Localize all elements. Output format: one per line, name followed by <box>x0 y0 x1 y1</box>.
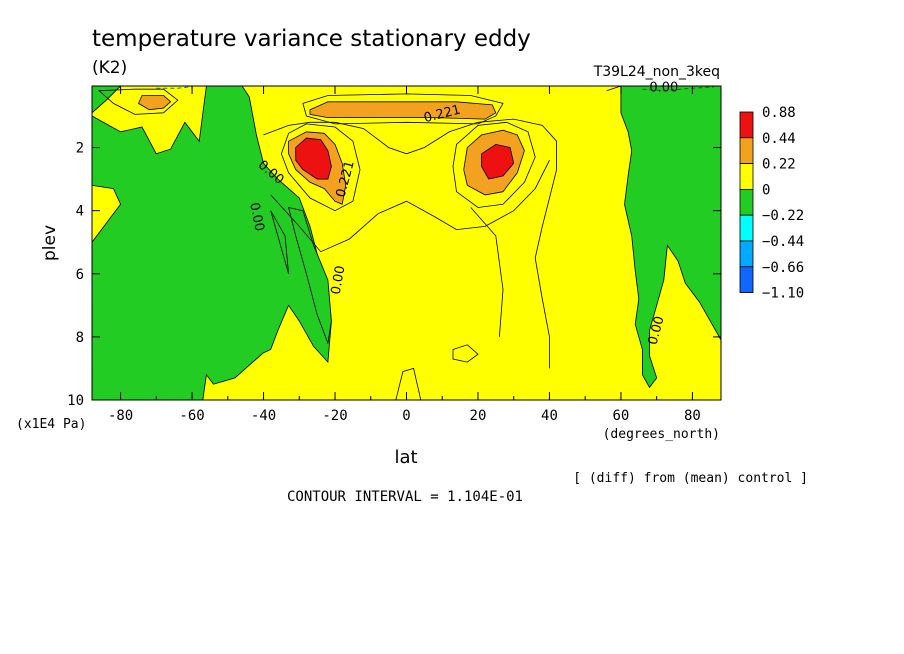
y-axis-label: plev <box>40 225 60 261</box>
negative-contour-line-0 <box>156 86 193 89</box>
contour-label-3: 0.00 <box>246 201 267 232</box>
negative-contour-line-1 <box>642 86 714 92</box>
x-tick-label-1: -60 <box>179 408 204 424</box>
colorbar-label-0: 0.88 <box>762 105 796 121</box>
x-tick-label-2: -40 <box>251 408 276 424</box>
contour-line-3 <box>263 118 557 369</box>
x-tick-label-8: 80 <box>684 408 701 424</box>
contour-region-high-7 <box>309 101 497 120</box>
x-tick-label-0: -80 <box>108 408 133 424</box>
contour-interval-label: CONTOUR INTERVAL = 1.104E-01 <box>287 489 523 505</box>
contour-label-6: 0.00 <box>646 315 668 347</box>
filled-contour-regions <box>92 86 721 400</box>
x-tick-label-3: -20 <box>322 408 347 424</box>
y-tick-label-4: 10 <box>67 393 84 409</box>
contour-line-7 <box>98 88 179 115</box>
colorbar-label-1: 0.44 <box>762 131 796 147</box>
x-tick-label-5: 20 <box>470 408 487 424</box>
y-axis-units: (x1E4 Pa) <box>16 417 86 432</box>
colorbar-label-3: 0 <box>762 182 770 198</box>
colorbar-swatch-1 <box>739 137 754 165</box>
y-tick-label-3: 8 <box>76 330 84 346</box>
y-tick-label-2: 6 <box>76 267 84 283</box>
contour-region-very_high-9 <box>295 137 332 180</box>
contour-line-6 <box>270 210 289 274</box>
y-tick-label-1: 4 <box>76 204 84 220</box>
colorbar-swatch-4 <box>739 214 754 242</box>
colorbar-swatch-3 <box>739 188 754 216</box>
colorbar-label-6: −0.66 <box>762 260 804 276</box>
contour-region-negative-3 <box>288 206 332 345</box>
contour-region-very_high-10 <box>481 143 515 180</box>
colorbar-label-4: −0.22 <box>762 208 804 224</box>
contour-line-2 <box>452 121 536 208</box>
contour-plot-area <box>92 86 721 400</box>
contour-line-4 <box>270 160 550 253</box>
contour-region-high-5 <box>137 95 172 111</box>
chart-title: temperature variance stationary eddy <box>92 26 531 52</box>
contour-line-10 <box>606 86 622 92</box>
contour-region-negative-1 <box>92 86 332 400</box>
contour-region-negative-2 <box>92 86 122 114</box>
units-label: (K2) <box>92 58 127 78</box>
colorbar-swatch-6 <box>739 266 754 293</box>
contour-line-0 <box>302 93 504 125</box>
x-axis-label: lat <box>394 447 417 468</box>
colorbar-swatch-5 <box>739 240 754 268</box>
contour-line-9 <box>395 367 422 400</box>
x-tick-label-4: 0 <box>402 408 410 424</box>
colorbar-label-7: −1.10 <box>762 286 804 302</box>
x-tick-label-6: 40 <box>541 408 558 424</box>
contour-line-8 <box>452 344 479 363</box>
contour-region-negative-4 <box>620 86 721 389</box>
contour-line-5 <box>470 207 504 337</box>
colorbar: 0.88 0.44 0.22 0 −0.22 −0.44 −0.66 −1.10 <box>739 105 804 302</box>
difference-note: [ (diff) from (mean) control ] <box>573 471 808 486</box>
contour-line-1 <box>280 123 361 212</box>
colorbar-label-2: 0.22 <box>762 157 796 173</box>
colorbar-swatch-2 <box>739 163 754 190</box>
x-axis-units: (degrees_north) <box>603 427 720 442</box>
x-axis-ticks: -80 -60 -40 -20 0 20 40 60 80 <box>108 86 701 424</box>
colorbar-label-5: −0.44 <box>762 234 804 250</box>
contour-lines <box>98 86 714 400</box>
colorbar-swatch-0 <box>739 111 754 139</box>
y-tick-label-0: 2 <box>76 141 84 157</box>
contour-label-0: 0.00 <box>649 81 678 96</box>
contour-label-5: 0.00 <box>329 265 349 296</box>
run-label: T39L24_non_3keq <box>593 64 720 80</box>
x-tick-label-7: 60 <box>613 408 630 424</box>
y-axis-ticks: 2 4 6 8 10 <box>67 141 721 409</box>
